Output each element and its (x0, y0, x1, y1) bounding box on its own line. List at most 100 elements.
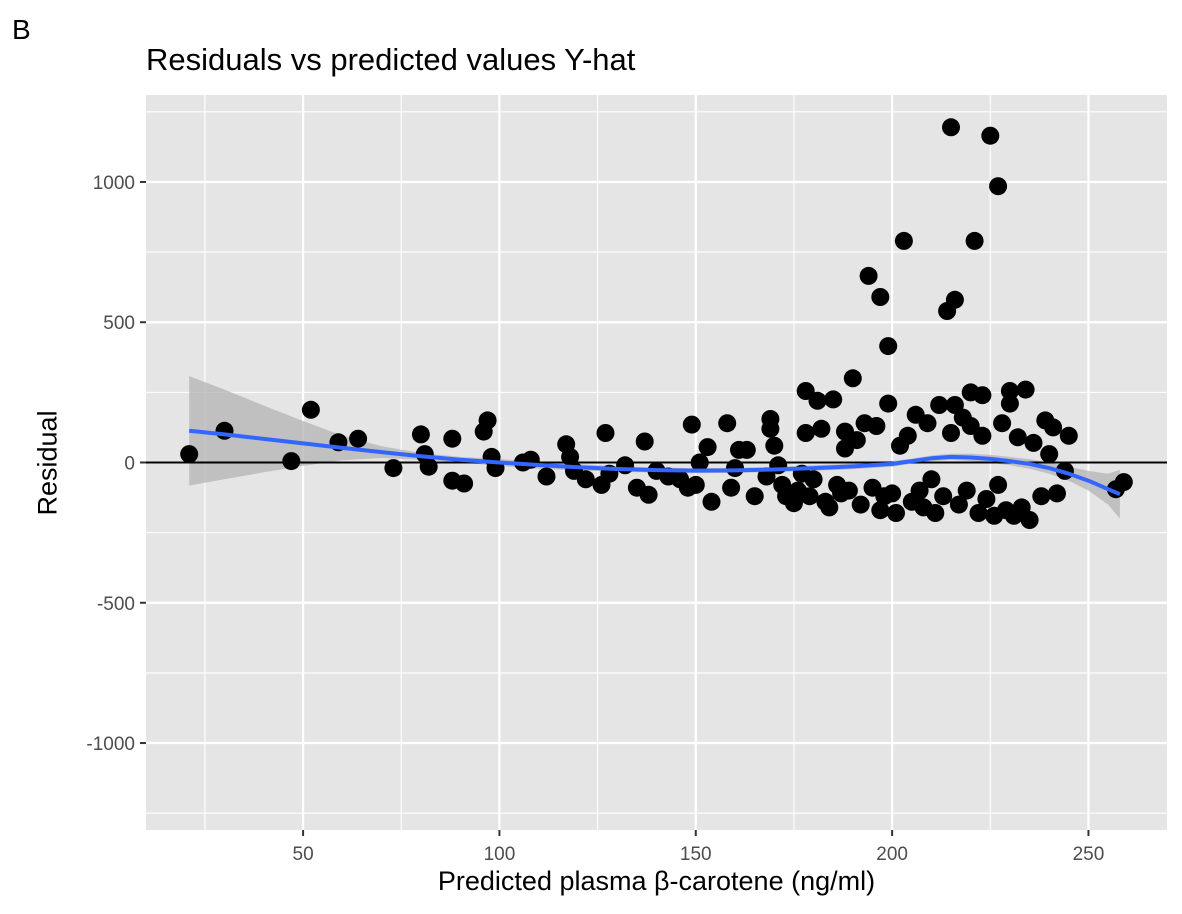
data-point (765, 436, 784, 455)
data-point (918, 414, 937, 433)
smooth-line-layer (188, 428, 1121, 497)
data-point (616, 456, 635, 475)
data-point (419, 457, 438, 476)
data-point (824, 390, 843, 409)
data-point (718, 414, 737, 433)
y-tick-label: -500 (97, 594, 135, 615)
data-point (981, 126, 1000, 145)
axis-ticks-and-labels: 50 100 150 200 250 -1000 -500 0 500 1000 (86, 173, 1104, 865)
data-point (1044, 418, 1063, 437)
data-point (384, 459, 403, 478)
x-tick-label: 50 (293, 844, 314, 865)
x-axis-title: Predicted plasma β-carotene (ng/ml) (437, 866, 876, 896)
y-axis-title: Residual (32, 410, 63, 516)
y-tick-label: -1000 (86, 734, 135, 755)
data-point (812, 419, 831, 438)
data-point (722, 478, 741, 497)
data-point (1048, 484, 1066, 503)
data-point (867, 417, 886, 435)
data-point (993, 414, 1012, 433)
data-point (1020, 511, 1039, 529)
data-point (804, 470, 823, 489)
data-point (1024, 433, 1043, 452)
data-point (871, 288, 890, 306)
data-point (455, 474, 474, 493)
data-point (847, 431, 866, 450)
data-point (561, 447, 580, 466)
x-tick-label: 250 (1073, 844, 1105, 865)
data-point (945, 290, 964, 309)
data-point (443, 429, 462, 448)
data-point (301, 400, 320, 419)
data-point (1059, 426, 1078, 445)
data-point (808, 391, 827, 410)
data-point (930, 396, 949, 414)
data-point (871, 501, 890, 520)
data-point (576, 470, 595, 489)
data-point (989, 475, 1008, 494)
data-point (702, 492, 721, 511)
data-point (973, 386, 992, 405)
data-point (820, 498, 839, 517)
data-point (1032, 487, 1051, 506)
data-point (894, 231, 913, 250)
y-tick-label: 0 (124, 454, 135, 475)
data-point (682, 415, 701, 434)
data-point (926, 504, 945, 522)
data-point (859, 266, 878, 285)
chart-title: Residuals vs predicted values Y-hat (146, 42, 636, 77)
data-point (977, 490, 996, 508)
data-point (989, 177, 1008, 196)
data-point (957, 481, 976, 500)
data-point (737, 440, 756, 459)
data-point (796, 382, 815, 400)
data-point (726, 459, 744, 478)
data-point (1000, 394, 1019, 413)
data-point (1040, 445, 1059, 464)
data-point (843, 369, 862, 388)
smooth-line (188, 428, 1121, 497)
data-point (796, 424, 815, 442)
data-point (879, 337, 898, 356)
x-tick-label: 200 (876, 844, 908, 865)
data-point (686, 475, 705, 494)
data-point (537, 467, 556, 486)
confidence-band (189, 376, 1120, 519)
y-tick-label: 1000 (93, 173, 135, 194)
x-tick-label: 100 (484, 844, 516, 865)
data-point (761, 419, 780, 438)
data-point (1008, 428, 1027, 447)
x-tick-label: 150 (680, 844, 712, 865)
data-point (934, 487, 953, 506)
data-point (949, 495, 968, 514)
panel-letter: B (12, 14, 31, 45)
y-tick-label: 500 (103, 313, 135, 334)
data-point (411, 425, 430, 444)
data-point (973, 426, 992, 445)
data-point (942, 424, 960, 442)
data-point (745, 487, 764, 506)
data-point (1016, 380, 1035, 399)
data-point (635, 432, 654, 451)
data-point (478, 411, 497, 430)
data-point (180, 445, 199, 464)
data-point (839, 481, 858, 500)
data-point (639, 485, 658, 504)
data-point (349, 429, 368, 448)
data-point (757, 467, 776, 486)
data-point (965, 231, 984, 250)
data-point (922, 470, 941, 489)
confidence-band-layer (189, 376, 1120, 519)
data-point (910, 481, 929, 500)
data-point (698, 438, 717, 457)
data-point (883, 484, 902, 503)
data-point (851, 495, 870, 514)
data-point (879, 394, 898, 413)
data-points (180, 118, 1133, 529)
data-point (800, 487, 819, 506)
data-point (887, 504, 905, 522)
data-point (596, 424, 615, 442)
data-point (690, 453, 709, 472)
data-point (282, 452, 301, 471)
